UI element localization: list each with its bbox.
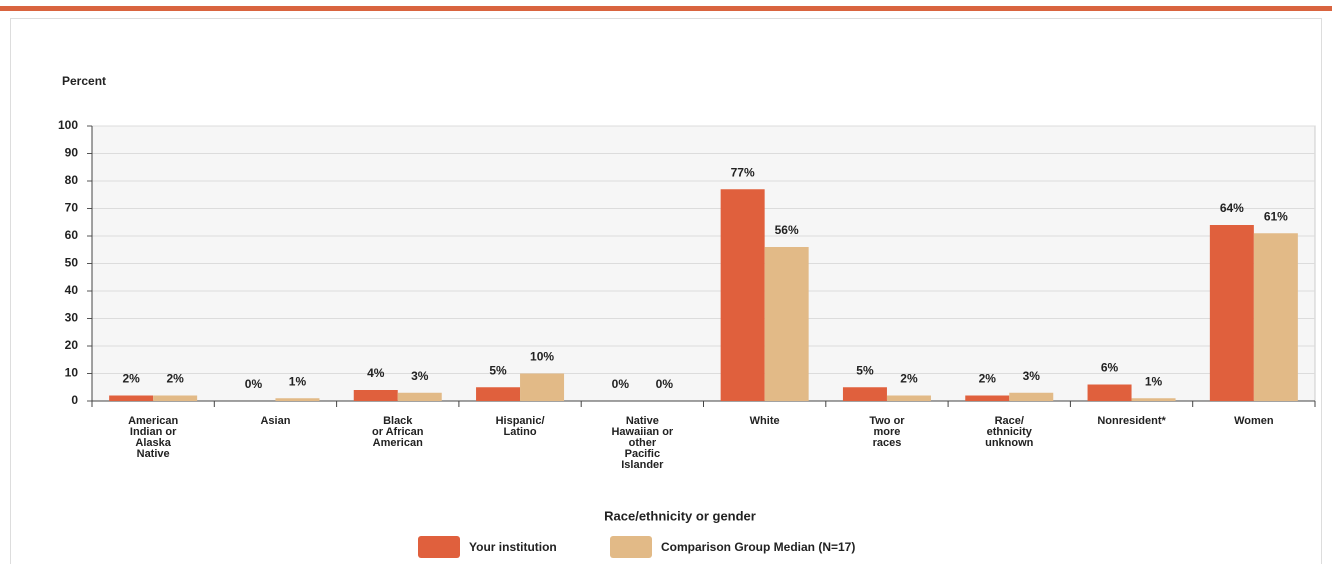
bar [1009,392,1054,401]
y-tick-label: 10 [65,366,79,380]
value-label: 5% [856,363,874,377]
value-label: 10% [530,350,554,364]
y-tick-label: 100 [58,118,78,132]
value-label: 1% [289,374,307,388]
x-tick-label: Women [1234,415,1274,427]
bar [1209,225,1254,401]
y-axis-label: Percent [62,74,106,88]
value-label: 3% [1023,369,1041,383]
y-tick-label: 40 [65,283,79,297]
bar [886,395,931,401]
y-tick-label: 20 [65,338,79,352]
top-rule [0,6,1332,11]
x-tick-label: Black or African American [372,415,424,449]
legend-swatch [610,536,652,558]
y-tick-label: 50 [65,256,79,270]
bar [476,387,521,401]
value-label: 2% [122,372,140,386]
x-tick-label: White [750,415,780,427]
value-label: 6% [1101,361,1119,375]
x-tick-label: Hispanic/Latino [496,415,545,438]
value-label: 61% [1264,209,1288,223]
value-label: 0% [612,377,630,391]
bar [397,392,442,401]
x-tick-label: Native Hawaiian or other Pacific Islander [611,415,673,471]
bar [109,395,154,401]
y-tick-label: 30 [65,311,79,325]
y-tick-label: 70 [65,201,79,215]
legend-swatch [418,536,460,558]
y-tick-label: 0 [71,393,78,407]
bar [520,373,565,401]
value-label: 2% [900,372,918,386]
bar [965,395,1010,401]
value-label: 0% [245,377,263,391]
bar [720,189,765,401]
bar [1131,398,1176,401]
bar [1087,384,1132,401]
value-label: 1% [1145,374,1163,388]
value-label: 0% [656,377,674,391]
legend-label: Comparison Group Median (N=17) [661,540,855,554]
value-label: 64% [1220,201,1244,215]
bar [353,390,398,401]
value-label: 5% [489,363,507,377]
bar [1253,233,1298,401]
x-tick-label: Nonresident* [1097,415,1166,427]
bar [153,395,198,401]
value-label: 56% [775,223,799,237]
value-label: 4% [367,366,385,380]
bar [764,247,809,401]
y-tick-label: 60 [65,228,79,242]
bar [275,398,320,401]
value-label: 2% [979,372,997,386]
value-label: 77% [731,165,755,179]
value-label: 3% [411,369,429,383]
y-tick-label: 90 [65,146,79,160]
value-label: 2% [166,372,184,386]
x-tick-label: Race/ethnicity unknown [985,415,1034,449]
y-tick-label: 80 [65,173,79,187]
x-tick-label: Asian [260,415,290,427]
x-tick-label: American Indian or Alaska Native [128,415,178,460]
bar [842,387,887,401]
x-tick-label: Two or more races [869,415,905,449]
legend-label: Your institution [469,540,557,554]
x-axis-label: Race/ethnicity or gender [604,508,756,523]
